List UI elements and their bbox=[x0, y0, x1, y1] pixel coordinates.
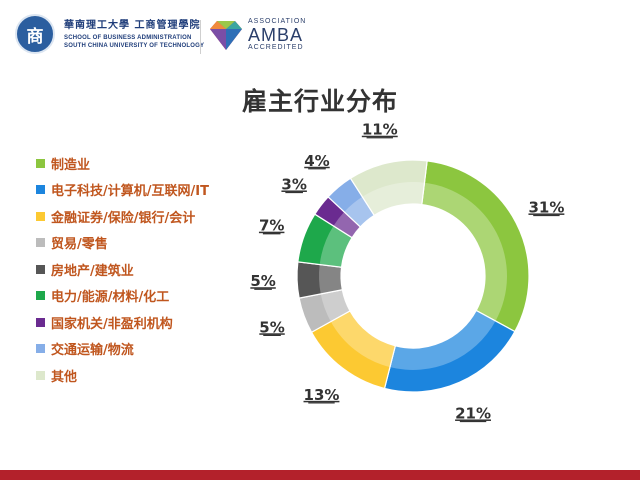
university-name: 華南理工大學 工商管理學院 SCHOOL OF BUSINESS ADMINIS… bbox=[64, 16, 204, 50]
donut-slice bbox=[349, 159, 428, 217]
chart-legend: 制造业电子科技/计算机/互联网/IT 金融证券/保险/银行/会计 贸易/零售房地产/… bbox=[36, 150, 209, 389]
school-name-en: SCHOOL OF BUSINESS ADMINISTRATION bbox=[64, 35, 192, 41]
legend-label: 电子科技/计算机/互联网/IT bbox=[51, 184, 209, 200]
slice-percent-label: 21% bbox=[455, 404, 491, 422]
legend-label: 金融证券/保险/银行/会计 bbox=[51, 210, 196, 226]
slice-percent-label: 31% bbox=[528, 198, 564, 216]
legend-swatch bbox=[36, 264, 45, 274]
amba-association: ASSOCIATION bbox=[248, 18, 307, 25]
legend-label: 制造业 bbox=[51, 157, 91, 173]
amba-accredited: ACCREDITED bbox=[248, 44, 304, 51]
legend-label: 交通运输/物流 bbox=[51, 343, 134, 359]
university-seal-icon: 商 bbox=[15, 14, 55, 54]
footer-accent-bar bbox=[0, 470, 640, 480]
legend-label: 国家机关/非盈利机构 bbox=[51, 316, 173, 332]
legend-swatch bbox=[36, 238, 45, 248]
legend-item: 国家机关/非盈利机构 bbox=[36, 309, 209, 336]
amba-wordmark: ASSOCIATION AMBA ACCREDITED bbox=[248, 18, 306, 52]
legend-item: 房地产/建筑业 bbox=[36, 256, 209, 283]
slice-percent-label: 11% bbox=[362, 121, 398, 139]
header: 商 華南理工大學 工商管理學院 SCHOOL OF BUSINESS ADMIN… bbox=[0, 0, 640, 70]
legend-label: 电力/能源/材料/化工 bbox=[51, 290, 170, 306]
amba-name: AMBA bbox=[248, 25, 304, 45]
donut-slice bbox=[383, 309, 516, 393]
legend-item: 电子科技/计算机/互联网/IT bbox=[36, 177, 209, 204]
legend-swatch bbox=[36, 344, 45, 354]
legend-swatch bbox=[36, 211, 45, 221]
donut-slice bbox=[298, 289, 351, 334]
legend-item: 制造业 bbox=[36, 150, 209, 177]
legend-item: 交通运输/物流 bbox=[36, 336, 209, 363]
slice-percent-label: 3% bbox=[281, 175, 306, 193]
header-divider bbox=[200, 20, 201, 54]
university-name-en: SOUTH CHINA UNIVERSITY OF TECHNOLOGY bbox=[64, 43, 205, 49]
donut-slice bbox=[421, 160, 530, 333]
slice-percent-label: 5% bbox=[250, 272, 275, 290]
legend-item: 电力/能源/材料/化工 bbox=[36, 283, 209, 310]
legend-label: 其他 bbox=[51, 369, 78, 385]
legend-label: 房地产/建筑业 bbox=[51, 263, 134, 279]
university-name-cn: 華南理工大學 工商管理學院 bbox=[64, 20, 201, 31]
legend-swatch bbox=[36, 370, 45, 380]
legend-swatch bbox=[36, 317, 45, 327]
slice-percent-label: 7% bbox=[259, 217, 284, 235]
legend-item: 金融证券/保险/银行/会计 bbox=[36, 203, 209, 230]
legend-label: 贸易/零售 bbox=[51, 237, 108, 253]
slice-percent-label: 5% bbox=[259, 318, 284, 336]
legend-swatch bbox=[36, 291, 45, 301]
amba-diamond-icon bbox=[210, 21, 242, 50]
legend-swatch bbox=[36, 185, 45, 195]
chart-title: 雇主行业分布 bbox=[241, 87, 398, 116]
seal-char: 商 bbox=[26, 26, 44, 47]
legend-item: 贸易/零售 bbox=[36, 230, 209, 257]
legend-item: 其他 bbox=[36, 362, 209, 389]
legend-swatch bbox=[36, 158, 45, 168]
slice-percent-label: 4% bbox=[304, 152, 329, 170]
slice-percent-label: 13% bbox=[304, 386, 340, 404]
